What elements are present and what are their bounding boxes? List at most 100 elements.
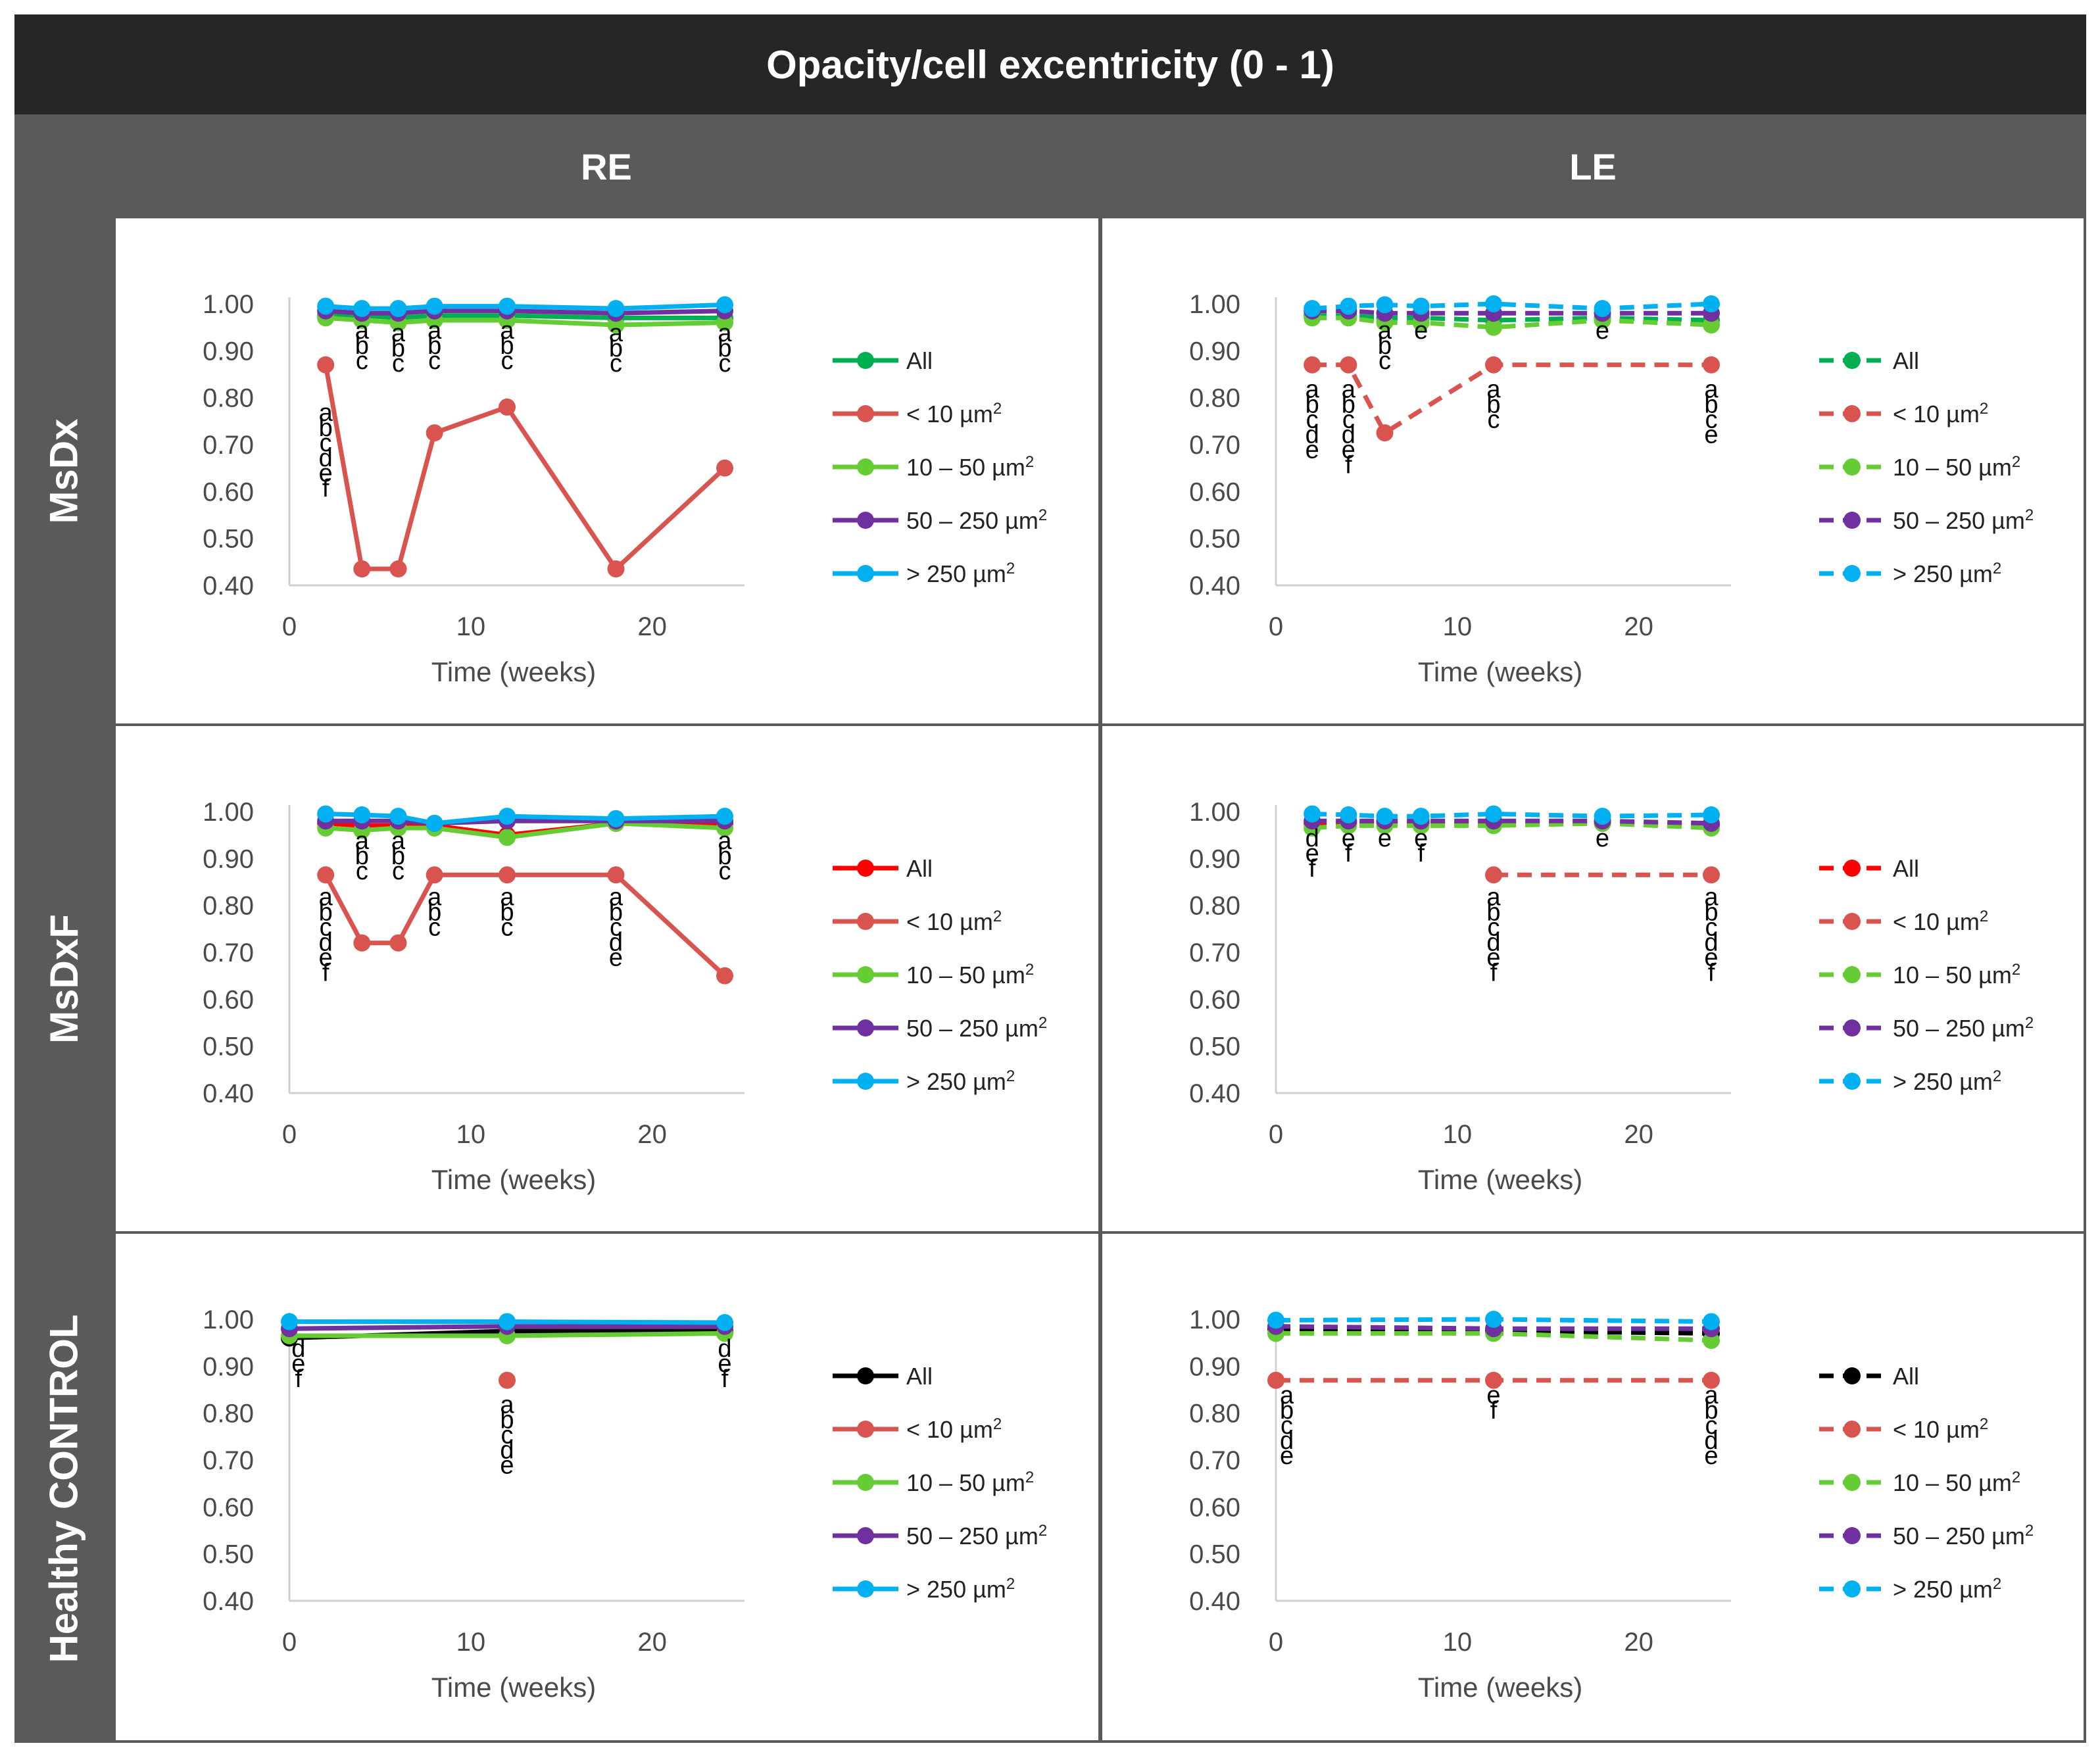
msdx-le-point-10-50-um2 <box>1485 318 1502 336</box>
msdx-le-significance-label: abc <box>1486 376 1501 433</box>
control-re-ytick-label: 0.50 <box>203 1540 254 1569</box>
msdxf-re-significance-letter: e <box>319 944 333 971</box>
msdx-re-significance-letter: a <box>391 320 406 347</box>
msdxf-re-point-lt-10-um2 <box>716 967 733 985</box>
msdxf-le-significance-letter: e <box>1704 944 1718 971</box>
msdx-re-significance-letter: a <box>718 320 732 347</box>
msdxf-re-significance-letter: a <box>427 883 442 911</box>
msdx-le-significance-label: abc <box>1378 317 1392 375</box>
msdx-le-ytick-label: 1.00 <box>1189 290 1240 319</box>
msdxf-re-point-gt-250-um2 <box>353 806 371 823</box>
msdxf-le-point-gt-250-um2 <box>1376 808 1394 825</box>
msdx-le-line-lt-10-um2 <box>1312 362 1711 435</box>
msdx-le-significance-letter: a <box>1704 376 1719 403</box>
msdx-re-significance-letter: c <box>610 350 622 378</box>
msdxf-le-legend-label: 10 – 50 µm2 <box>1893 961 2020 989</box>
msdx-re-point-gt-250-um2 <box>389 300 407 318</box>
msdxf-le-xtick-label: 20 <box>1624 1120 1653 1149</box>
panel-msdx-re: 0.40 0.50 0.60 0.70 0.80 0.90 1.00 0 10 20 Time (w… <box>116 218 1098 723</box>
msdxf-le-significance-letter: e <box>1596 825 1609 852</box>
msdxf-le-significance-letter: e <box>1342 825 1355 852</box>
msdxf-re-ytick-label: 0.40 <box>203 1079 254 1108</box>
msdx-re-significance-letter: b <box>427 332 441 360</box>
msdxf-re-legend-label: 50 – 250 µm2 <box>906 1014 1047 1042</box>
control-re-legend-label: > 250 µm2 <box>906 1575 1015 1603</box>
msdxf-re-significance-letter: e <box>609 944 623 971</box>
control-le-point-lt-10-um2 <box>1703 1371 1720 1389</box>
control-re-ytick-label: 0.90 <box>203 1352 254 1381</box>
msdx-re-point-lt-10-um2 <box>499 398 516 416</box>
control-le-point-gt-250-um2 <box>1703 1313 1720 1330</box>
msdxf-re-xtick-label: 20 <box>637 1120 667 1149</box>
msdx-re-legend-item-gt-250-um2: > 250 µm2 <box>833 560 1015 587</box>
control-le-significance-letter: b <box>1280 1397 1294 1425</box>
msdxf-re-point-gt-250-um2 <box>499 808 516 825</box>
msdxf-le-xtick-label: 10 <box>1443 1120 1473 1149</box>
control-re-legend-marker <box>857 1367 874 1384</box>
msdxf-le-legend-item-all: All <box>1819 855 1919 882</box>
msdxf-le-series-lt-10-um2 <box>1485 866 1720 884</box>
control-re-point-gt-250-um2 <box>499 1313 516 1330</box>
msdxf-le-legend-marker <box>1844 1019 1861 1037</box>
msdxf-le-xtick-label: 0 <box>1269 1120 1283 1149</box>
msdxf-re-significance-letter: a <box>500 883 514 911</box>
msdxf-le-significance-label: e <box>1378 825 1392 852</box>
control-re-xtick-label: 10 <box>456 1628 486 1657</box>
chart-msdx-le: 0.40 0.50 0.60 0.70 0.80 0.90 1.00 0 10 20 Time (w… <box>1189 290 2034 687</box>
msdxf-re-significance-letter: c <box>356 858 368 885</box>
msdx-le-significance-letter: b <box>1378 332 1392 360</box>
msdxf-le-ytick-label: 0.90 <box>1189 844 1240 873</box>
control-le-significance-letter: f <box>1490 1397 1498 1425</box>
row-label-msdx-text: MsDx <box>41 418 86 524</box>
msdxf-re-significance-label: abc <box>718 827 732 885</box>
msdx-re-point-lt-10-um2 <box>426 424 443 442</box>
row-label-msdxf-text: MsDxF <box>41 914 86 1044</box>
msdxf-re-legend-label: 10 – 50 µm2 <box>906 961 1034 989</box>
msdxf-le-significance-letter: a <box>1486 883 1501 911</box>
control-re-significance-letter: e <box>500 1451 514 1479</box>
msdx-re-significance-letter: c <box>428 347 441 375</box>
msdx-re-x-axis-label: Time (weeks) <box>431 656 596 687</box>
msdxf-re-ytick-label: 0.70 <box>203 939 254 967</box>
control-le-legend-item-10-50-um2: 10 – 50 µm2 <box>1819 1469 2020 1496</box>
msdxf-re-significance-letter: b <box>427 898 441 926</box>
msdxf-le-significance-letter: e <box>1378 825 1392 852</box>
msdx-re-legend-label: 50 – 250 µm2 <box>906 506 1047 535</box>
control-le-legend-label: All <box>1893 1363 1919 1390</box>
control-le-legend-marker <box>1844 1474 1861 1491</box>
msdx-re-significance-label: abc <box>718 320 732 378</box>
msdx-le-significance-letter: b <box>1306 391 1319 418</box>
msdxf-re-ytick-label: 1.00 <box>203 798 254 827</box>
msdx-re-point-gt-250-um2 <box>499 297 516 315</box>
msdx-le-point-gt-250-um2 <box>1485 295 1502 312</box>
msdxf-le-significance-letter: c <box>1705 914 1718 941</box>
control-le-significance-letter: d <box>1280 1427 1294 1455</box>
control-re-point-gt-250-um2 <box>281 1313 298 1330</box>
msdxf-re-line-lt-10-um2 <box>324 872 727 978</box>
msdx-le-legend-item-10-50-um2: 10 – 50 µm2 <box>1819 453 2020 481</box>
msdx-le-legend-item-gt-250-um2: > 250 µm2 <box>1819 560 2001 587</box>
msdx-re-point-gt-250-um2 <box>317 297 335 315</box>
msdx-re-significance-letter: f <box>322 475 330 502</box>
msdx-re-point-10-50-um2 <box>716 314 733 331</box>
msdxf-re-significance-letter: c <box>320 914 332 941</box>
msdxf-le-legend-item-10-50-um2: 10 – 50 µm2 <box>1819 961 2020 989</box>
control-re-significance-letter: e <box>291 1350 305 1378</box>
control-re-point-lt-10-um2 <box>499 1371 516 1389</box>
msdxf-le-ytick-label: 0.40 <box>1189 1079 1240 1108</box>
msdx-le-line-50-250-um2 <box>1312 308 1711 316</box>
msdxf-le-ytick-label: 0.70 <box>1189 939 1240 967</box>
msdx-le-significance-letter: d <box>1306 421 1319 449</box>
control-re-significance-label: def <box>291 1335 305 1393</box>
control-re-legend-marker <box>857 1474 874 1491</box>
msdxf-re-line-50-250-um2 <box>326 818 725 826</box>
control-re-point-gt-250-um2 <box>716 1313 733 1331</box>
control-re-series-lt-10-um2 <box>499 1371 516 1389</box>
control-re-series-gt-250-um2 <box>281 1313 733 1331</box>
msdxf-le-significance-letter: d <box>1704 929 1718 956</box>
msdx-re-xtick-label: 20 <box>637 612 667 641</box>
msdx-le-significance-letter: a <box>1378 317 1392 345</box>
msdx-re-significance-letter: c <box>356 347 368 375</box>
